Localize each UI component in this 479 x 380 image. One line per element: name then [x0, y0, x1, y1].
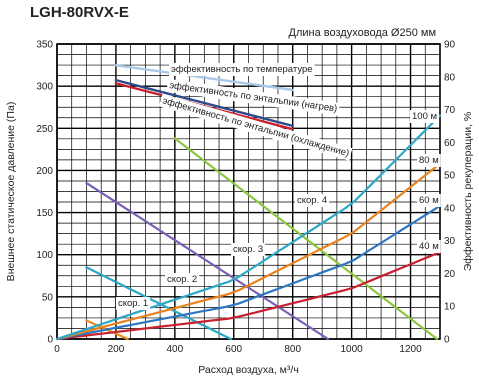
x-tick-label: 400 [167, 344, 184, 355]
duct-curve-label-4: 100 м [412, 111, 437, 122]
y-tick-label: 150 [36, 208, 53, 219]
efficiency-label-1: эффективность по температуре [171, 64, 313, 75]
y-tick-label: 350 [36, 40, 53, 51]
duct-curve-label-bg [417, 240, 441, 253]
y2-tick-label: 20 [444, 269, 456, 280]
fan-speed-label-3: скор. 3 [233, 244, 263, 255]
x-tick-label: 1000 [340, 344, 363, 355]
y-tick-label: 200 [36, 166, 53, 177]
fan-speed-label-4: скор. 4 [297, 195, 327, 206]
efficiency-label-bg [169, 63, 315, 76]
chart-subtitle: Длина воздуховода Ø250 мм [288, 27, 436, 39]
duct-curve-4 [55, 114, 442, 341]
x-tick-label: 1200 [399, 344, 422, 355]
y-axis-label: Внешнее статическое давление (Па) [5, 102, 17, 282]
fan-speed-label-bg [231, 243, 266, 256]
y-tick-label: 50 [42, 292, 54, 303]
y2-tick-label: 10 [444, 302, 456, 313]
duct-curve-label-bg [410, 110, 440, 123]
y2-tick-label: 30 [444, 236, 456, 247]
x-axis-label: Расход воздуха, м³/ч [198, 364, 299, 376]
y2-tick-label: 0 [444, 335, 450, 346]
plot-frame [56, 43, 441, 340]
duct-curve-label-2: 60 м [419, 195, 439, 206]
efficiency-label-group-1: эффективность по температуре [169, 63, 315, 76]
ticks: 0 200 400 600 800 1000 12000501001502002503003… [36, 40, 455, 356]
duct-curve-label-3: 80 м [419, 155, 439, 166]
fan-speed-label-bg [165, 273, 200, 286]
y2-tick-label: 40 [444, 203, 456, 214]
duct-curve-label-bg [417, 194, 441, 207]
fan-speed-label-bg [295, 194, 330, 207]
y2-tick-label: 50 [444, 171, 456, 182]
fan-speed-line-3 [85, 182, 330, 341]
y2-tick-label: 80 [444, 72, 456, 83]
y-tick-label: 250 [36, 124, 53, 135]
efficiency-line-1 [114, 64, 294, 92]
duct-curve-2 [55, 204, 442, 341]
y2-tick-label: 60 [444, 138, 456, 149]
fan-speed-label-1: скор. 1 [118, 298, 148, 309]
fan-speed-label-bg [116, 297, 151, 310]
y2-tick-label: 70 [444, 105, 456, 116]
x-tick-label: 0 [54, 344, 60, 355]
chart-title: LGH-80RVX-E [30, 4, 129, 21]
efficiency-label-bg [158, 93, 353, 161]
efficiency-label-bg [166, 78, 341, 116]
y-tick-label: 300 [36, 82, 53, 93]
fan-speed-line-2 [85, 266, 232, 341]
y-tick-label: 0 [47, 335, 53, 346]
grid [56, 43, 441, 340]
efficiency-line-2 [114, 78, 294, 128]
fan-speed-line-4 [173, 137, 439, 341]
duct-curve-label-bg [417, 154, 441, 167]
y2-tick-label: 90 [444, 40, 456, 51]
y-tick-label: 100 [36, 250, 53, 261]
x-tick-label: 200 [108, 344, 125, 355]
duct-curve-label-1: 40 м [419, 241, 439, 252]
fan-speed-label-2: скор. 2 [167, 274, 197, 285]
duct-curve-1 [55, 251, 442, 341]
y2-axis-label: Эффективность рекуперации, % [462, 112, 474, 271]
x-tick-label: 600 [225, 344, 242, 355]
x-tick-label: 800 [284, 344, 301, 355]
duct-curve-3 [55, 162, 442, 341]
